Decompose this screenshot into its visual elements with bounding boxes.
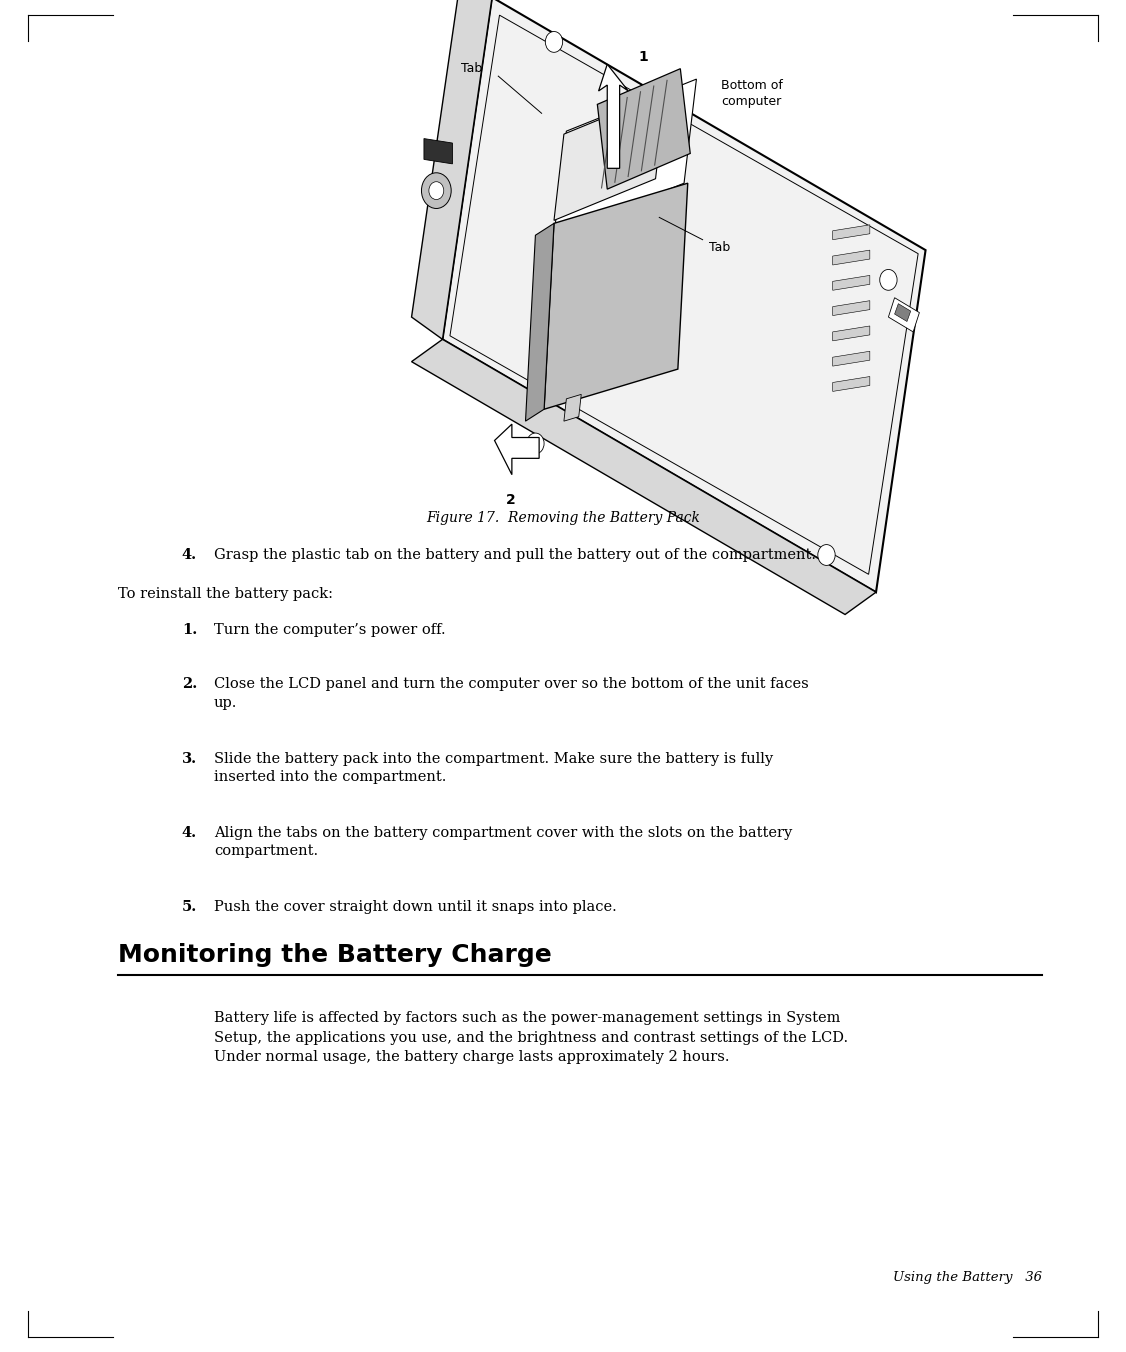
Polygon shape — [554, 80, 696, 235]
Text: To reinstall the battery pack:: To reinstall the battery pack: — [118, 587, 333, 600]
Polygon shape — [888, 297, 919, 331]
Text: 5.: 5. — [181, 900, 197, 914]
Text: Slide the battery pack into the compartment. Make sure the battery is fully
inse: Slide the battery pack into the compartm… — [214, 752, 774, 784]
Polygon shape — [494, 425, 539, 475]
Text: Tab: Tab — [462, 62, 482, 76]
Polygon shape — [833, 276, 869, 291]
Polygon shape — [412, 339, 876, 614]
Polygon shape — [423, 139, 453, 164]
Circle shape — [421, 173, 452, 208]
Polygon shape — [894, 304, 911, 322]
Text: 3.: 3. — [182, 752, 197, 765]
Text: Push the cover straight down until it snaps into place.: Push the cover straight down until it sn… — [214, 900, 617, 914]
Polygon shape — [597, 69, 690, 189]
Polygon shape — [833, 376, 869, 392]
Polygon shape — [554, 92, 665, 220]
Text: Monitoring the Battery Charge: Monitoring the Battery Charge — [118, 942, 552, 967]
Polygon shape — [833, 224, 869, 239]
Text: 2.: 2. — [181, 677, 197, 691]
Text: Bottom of
computer: Bottom of computer — [721, 80, 783, 108]
Circle shape — [817, 545, 835, 565]
Polygon shape — [526, 223, 554, 422]
Text: Close the LCD panel and turn the computer over so the bottom of the unit faces
u: Close the LCD panel and turn the compute… — [214, 677, 808, 710]
Polygon shape — [833, 326, 869, 341]
Polygon shape — [412, 0, 492, 339]
Polygon shape — [564, 395, 581, 422]
Text: Using the Battery   36: Using the Battery 36 — [893, 1271, 1042, 1284]
Text: Grasp the plastic tab on the battery and pull the battery out of the compartment: Grasp the plastic tab on the battery and… — [214, 548, 816, 561]
Polygon shape — [833, 250, 869, 265]
Text: Turn the computer’s power off.: Turn the computer’s power off. — [214, 623, 446, 637]
Text: 1.: 1. — [181, 623, 197, 637]
Circle shape — [879, 269, 897, 291]
Text: 4.: 4. — [182, 548, 197, 561]
Polygon shape — [833, 300, 869, 315]
Polygon shape — [443, 0, 926, 592]
Text: Figure 17.  Removing the Battery Pack: Figure 17. Removing the Battery Pack — [426, 511, 700, 525]
Polygon shape — [544, 183, 688, 410]
Text: Battery life is affected by factors such as the power-management settings in Sys: Battery life is affected by factors such… — [214, 1011, 848, 1064]
Text: Tab: Tab — [709, 241, 730, 254]
Circle shape — [545, 31, 563, 53]
Polygon shape — [599, 65, 628, 168]
Text: 1: 1 — [638, 50, 647, 64]
Text: 2: 2 — [506, 492, 516, 507]
Text: 4.: 4. — [182, 826, 197, 840]
Polygon shape — [833, 352, 869, 366]
Circle shape — [527, 433, 544, 454]
Circle shape — [429, 181, 444, 200]
Text: Align the tabs on the battery compartment cover with the slots on the battery
co: Align the tabs on the battery compartmen… — [214, 826, 793, 859]
